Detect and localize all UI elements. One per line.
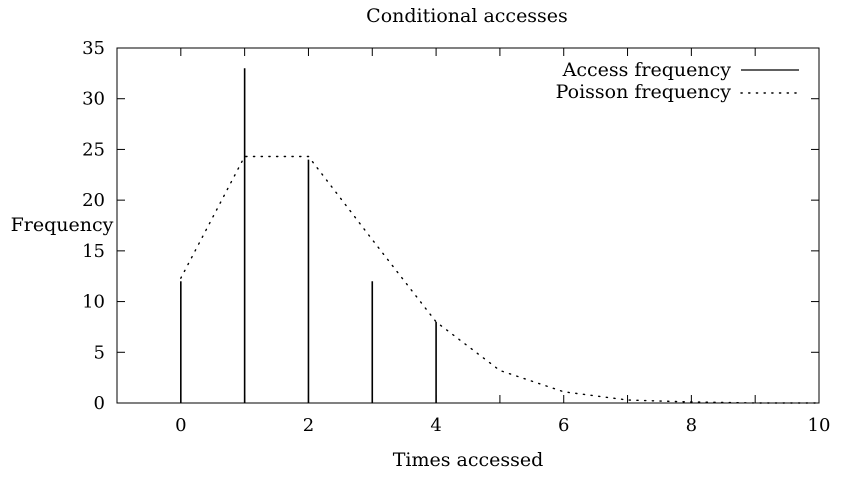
chart-title: Conditional accesses — [366, 5, 568, 27]
y-tick-label: 0 — [94, 393, 105, 414]
y-axis-ticks: 0 5 10 15 20 25 30 35 — [82, 38, 819, 414]
x-tick-label: 0 — [175, 415, 186, 436]
y-tick-label: 30 — [82, 89, 105, 110]
x-tick-label: 2 — [303, 415, 314, 436]
y-tick-label: 20 — [82, 190, 105, 211]
plot-series — [180, 68, 820, 404]
x-axis-ticks: 0 2 4 6 8 10 — [116, 48, 831, 436]
x-tick-label: 8 — [686, 415, 697, 436]
legend: Access frequency Poisson frequency — [556, 59, 800, 103]
legend-label-poisson-frequency: Poisson frequency — [556, 81, 732, 103]
y-tick-label: 25 — [82, 139, 105, 160]
x-axis-label: Times accessed — [393, 449, 544, 471]
y-tick-label: 5 — [94, 342, 105, 363]
plot-frame — [116, 47, 820, 404]
x-tick-label: 4 — [430, 415, 441, 436]
y-tick-label: 15 — [82, 241, 105, 262]
y-tick-label: 35 — [82, 38, 105, 59]
y-axis-label: Frequency — [11, 214, 114, 236]
x-tick-label: 10 — [808, 415, 831, 436]
x-tick-label: 6 — [558, 415, 569, 436]
legend-label-access-frequency: Access frequency — [562, 59, 732, 81]
poisson-frequency-line — [180, 155, 820, 404]
y-tick-label: 10 — [82, 292, 105, 313]
